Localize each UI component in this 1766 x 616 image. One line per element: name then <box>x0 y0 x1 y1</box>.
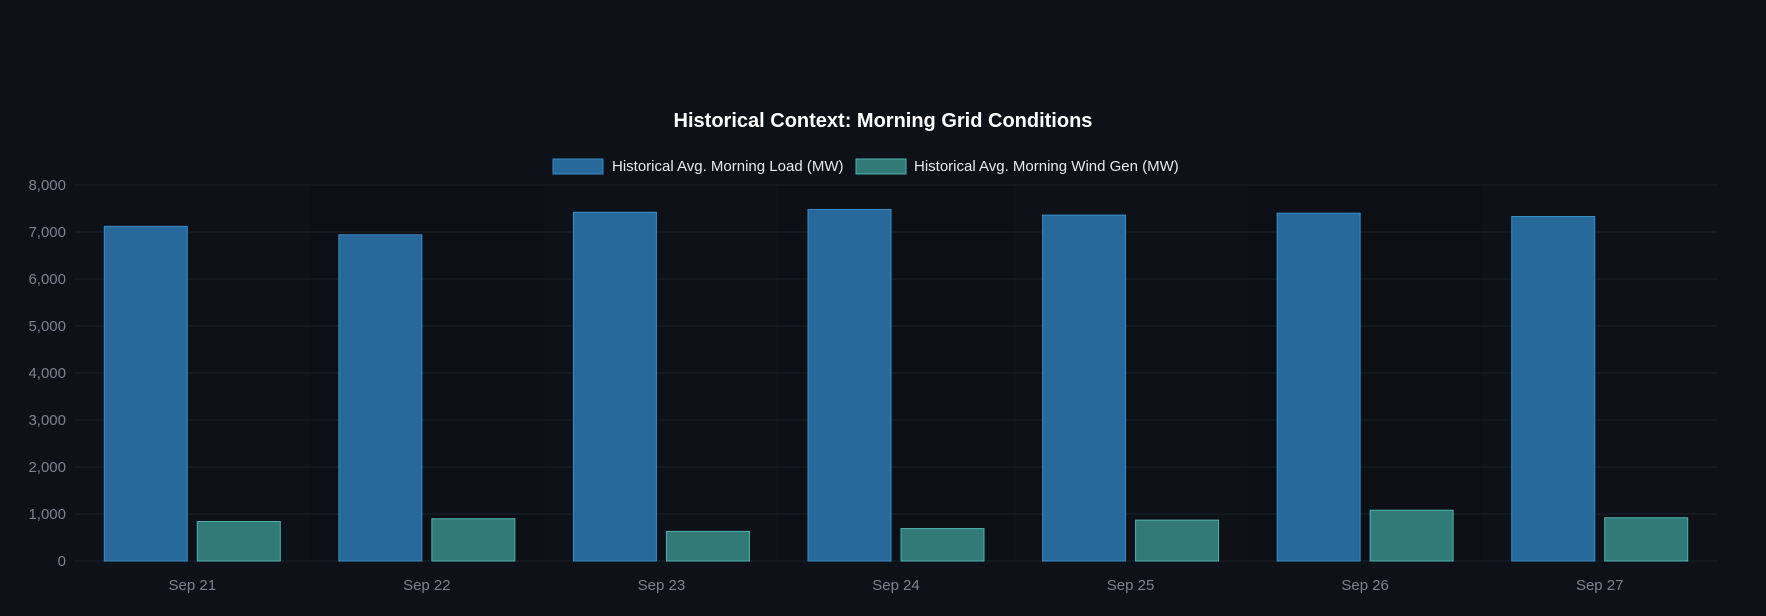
bar-wind-5[interactable] <box>1369 509 1454 562</box>
bar-load-1[interactable] <box>338 234 423 562</box>
bar-wind-2[interactable] <box>665 530 750 562</box>
legend-item-wind[interactable]: Historical Avg. Morning Wind Gen (MW) <box>855 158 1179 175</box>
y-tick-label: 3,000 <box>28 412 66 429</box>
x-tick-label: Sep 25 <box>1107 577 1155 594</box>
y-tick-label: 0 <box>58 553 66 570</box>
legend-label-wind: Historical Avg. Morning Wind Gen (MW) <box>914 158 1179 175</box>
x-axis: Sep 21 Sep 22 Sep 23 Sep 24 Sep 25 Sep 26 Sep … <box>169 577 1624 594</box>
bar-wind-6[interactable] <box>1604 517 1689 562</box>
bar-wind-4[interactable] <box>1135 519 1220 562</box>
x-tick-label: Sep 24 <box>872 577 920 594</box>
bar-load-2[interactable] <box>572 211 657 562</box>
x-tick-label: Sep 22 <box>403 577 451 594</box>
bar-wind-1[interactable] <box>431 518 516 562</box>
y-tick-label: 2,000 <box>28 459 66 476</box>
bar-wind-0[interactable] <box>196 521 281 562</box>
bar-load-3[interactable] <box>807 208 892 562</box>
legend: Historical Avg. Morning Load (MW) Histor… <box>552 158 1179 175</box>
bar-load-0[interactable] <box>103 225 188 562</box>
y-tick-label: 1,000 <box>28 506 66 523</box>
bar-load-5[interactable] <box>1276 212 1361 562</box>
y-axis: 0 1,000 2,000 3,000 4,000 5,000 6,000 7,000 8,00… <box>28 177 66 570</box>
y-tick-label: 8,000 <box>28 177 66 194</box>
bars <box>103 208 1689 562</box>
legend-item-load[interactable]: Historical Avg. Morning Load (MW) <box>552 158 843 175</box>
y-tick-label: 4,000 <box>28 365 66 382</box>
bar-load-6[interactable] <box>1511 215 1596 562</box>
legend-swatch-wind <box>855 158 907 175</box>
legend-swatch-load <box>552 158 604 175</box>
bar-load-4[interactable] <box>1042 214 1127 562</box>
x-tick-label: Sep 23 <box>638 577 686 594</box>
x-tick-label: Sep 26 <box>1341 577 1389 594</box>
legend-label-load: Historical Avg. Morning Load (MW) <box>612 158 843 175</box>
y-tick-label: 7,000 <box>28 224 66 241</box>
chart-title: Historical Context: Morning Grid Conditi… <box>674 110 1093 132</box>
bar-wind-3[interactable] <box>900 528 985 562</box>
y-tick-label: 6,000 <box>28 271 66 288</box>
x-tick-label: Sep 21 <box>169 577 217 594</box>
x-tick-label: Sep 27 <box>1576 577 1624 594</box>
y-tick-label: 5,000 <box>28 318 66 335</box>
